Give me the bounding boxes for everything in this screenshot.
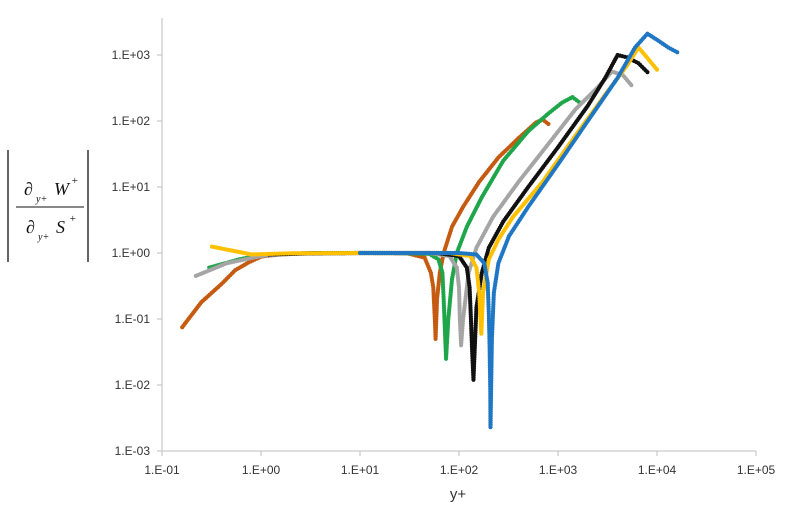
series-6 — [357, 31, 680, 430]
x-axis-title: y+ — [450, 486, 467, 503]
y-axis-title-denominator-partial: ∂ — [26, 217, 35, 237]
x-tick-label: 1.E+05 — [737, 463, 776, 477]
y-axis-title: ∂ y+ W + ∂ y+ S + — [7, 150, 89, 262]
y-axis-title-numerator-sub: y+ — [35, 194, 47, 205]
x-tick-label: 1.E+01 — [341, 463, 380, 477]
y-tick-label: 1.E-02 — [115, 378, 151, 392]
y-axis-title-numerator-var: W — [54, 179, 71, 199]
y-axis-title-denominator-sup: + — [69, 213, 76, 225]
y-tick-label: 1.E+01 — [112, 180, 151, 194]
y-axis-title-numerator-partial: ∂ — [24, 179, 33, 199]
y-tick-label: 1.E+03 — [112, 48, 151, 62]
data-point — [546, 121, 551, 127]
data-point — [675, 50, 680, 55]
x-tick-label: 1.E+03 — [539, 463, 578, 477]
series-layer — [180, 31, 680, 430]
y-tick-label: 1.E-03 — [115, 444, 151, 458]
y-axis-title-denominator-var: S — [56, 217, 65, 237]
x-tick-label: 1.E+04 — [638, 463, 677, 477]
data-point — [654, 67, 660, 72]
data-point — [645, 70, 650, 75]
y-axis-title-denominator-sub: y+ — [37, 232, 49, 243]
y-tick-label: 1.E+00 — [112, 246, 151, 260]
tick-layer: 1.E-01 1.E+00 1.E+01 1.E+02 1.E+03 1.E+04 1.E+… — [112, 48, 776, 477]
y-axis-title-numerator-sup: + — [71, 175, 78, 187]
x-tick-label: 1.E-01 — [144, 463, 180, 477]
data-point — [629, 82, 634, 88]
x-tick-label: 1.E+02 — [440, 463, 479, 477]
y-tick-label: 1.E+02 — [112, 114, 151, 128]
x-tick-label: 1.E+00 — [242, 463, 281, 477]
y-tick-label: 1.E-01 — [115, 312, 151, 326]
